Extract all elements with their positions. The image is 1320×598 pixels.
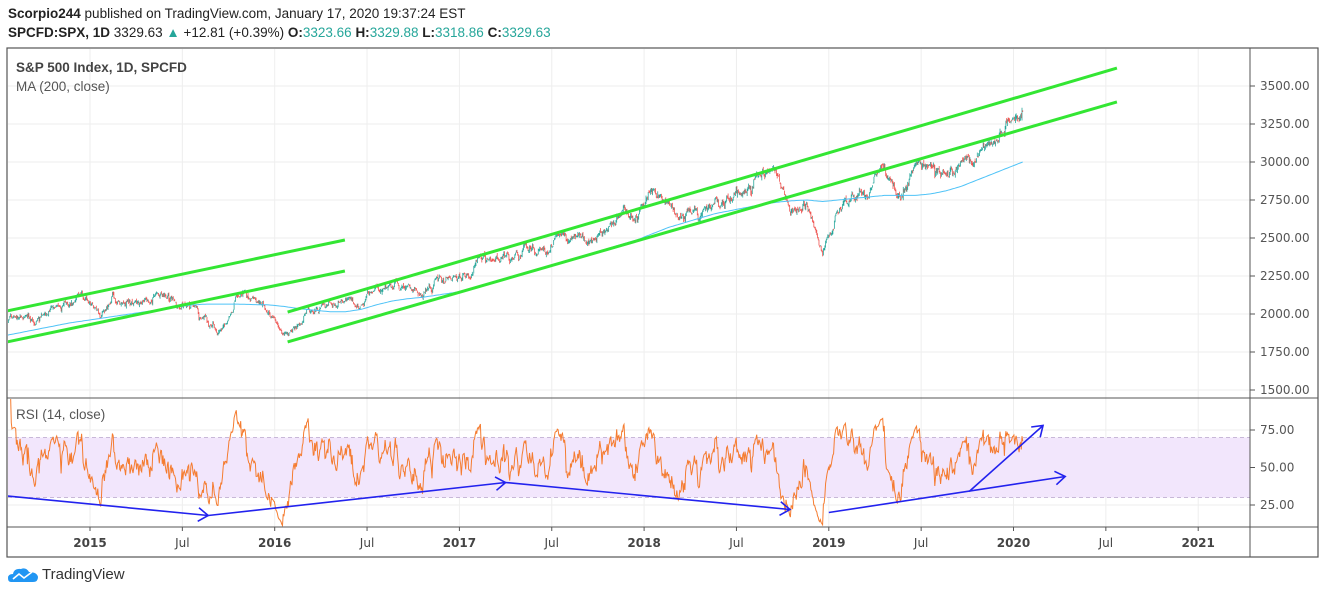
high-label: H:: [355, 25, 370, 40]
time-tick-label: Jul: [174, 536, 189, 550]
rsi-axis[interactable]: 75.00 50.00 25.00: [1250, 423, 1294, 512]
symbol-legend: SPCFD:SPX, 1D 3329.63 ▲ +12.81 (+0.39%) …: [8, 25, 551, 40]
arrow-head-icon: [779, 501, 792, 517]
high-value: 3329.88: [369, 25, 419, 40]
price-tick-label: 3250.00: [1260, 117, 1310, 131]
price-tick-label: 3000.00: [1260, 155, 1310, 169]
close-value: 3329.63: [501, 25, 551, 40]
up-triangle-icon: ▲: [166, 25, 180, 40]
time-tick-label: Jul: [1098, 536, 1113, 550]
time-tick-label: Jul: [728, 536, 743, 550]
time-tick-label: 2021: [1181, 536, 1214, 550]
symbol-name: SPCFD:SPX, 1D: [8, 25, 111, 40]
rsi-arrow-line[interactable]: [828, 475, 1066, 514]
price-change: +12.81 (+0.39%): [183, 25, 285, 40]
chart-frame: [6, 47, 1319, 558]
time-tick-label: Jul: [913, 536, 928, 550]
publish-info: Scorpio244 published on TradingView.com,…: [8, 6, 466, 21]
rsi-line: [10, 399, 1024, 527]
price-tick-label: 1500.00: [1260, 383, 1310, 397]
rsi-tick-label: 50.00: [1260, 461, 1294, 475]
open-label: O:: [287, 25, 303, 40]
price-axis[interactable]: 3500.00 3250.00 3000.00 2750.00 2500.00 2250.…: [1250, 79, 1310, 397]
rsi-legend: RSI (14, close): [16, 407, 105, 422]
close-label: C:: [487, 25, 502, 40]
published-text: published on TradingView.com, January 17…: [84, 6, 466, 21]
rsi-arrow-line[interactable]: [505, 481, 791, 511]
rsi-arrow-line[interactable]: [7, 495, 209, 517]
trend-line[interactable]: [287, 100, 1118, 344]
price-tick-label: 3500.00: [1260, 79, 1310, 93]
time-tick-label: 2015: [73, 536, 106, 550]
price-tick-label: 2500.00: [1260, 231, 1310, 245]
chart-title: S&P 500 Index, 1D, SPCFD: [16, 60, 187, 75]
low-label: L:: [422, 25, 436, 40]
trend-lines[interactable]: [7, 66, 1118, 344]
time-tick-label: Jul: [359, 536, 374, 550]
open-value: 3323.66: [302, 25, 352, 40]
author-name[interactable]: Scorpio244: [8, 6, 81, 21]
tradingview-logo[interactable]: TradingView: [8, 566, 125, 583]
tradingview-brand: TradingView: [42, 566, 125, 583]
ma-legend: MA (200, close): [16, 79, 110, 94]
price-tick-label: 2250.00: [1260, 269, 1310, 283]
time-axis[interactable]: 2015 Jul 2016 Jul 2017 Jul 2018 Jul 2019 Jul 2020 J…: [73, 527, 1215, 550]
price-tick-label: 2750.00: [1260, 193, 1310, 207]
arrow-head-icon: [1031, 424, 1045, 438]
time-tick-label: 2016: [258, 536, 291, 550]
rsi-arrows[interactable]: [7, 424, 1067, 523]
trend-line[interactable]: [7, 238, 346, 313]
price-tick-label: 2000.00: [1260, 307, 1310, 321]
low-value: 3318.86: [435, 25, 484, 40]
trend-line[interactable]: [287, 66, 1118, 314]
time-tick-label: 2018: [627, 536, 660, 550]
rsi-arrow-line[interactable]: [208, 481, 506, 517]
rsi-tick-label: 25.00: [1260, 498, 1294, 512]
time-tick-label: 2020: [997, 536, 1030, 550]
tradingview-cloud-icon: [8, 567, 38, 582]
rsi-tick-label: 75.00: [1260, 423, 1294, 437]
rsi-arrow-line[interactable]: [968, 424, 1044, 493]
arrow-head-icon: [1054, 470, 1067, 486]
time-tick-label: 2019: [812, 536, 845, 550]
last-price: 3329.63: [113, 25, 163, 40]
price-tick-label: 1750.00: [1260, 345, 1310, 359]
trend-line[interactable]: [7, 269, 346, 344]
time-tick-label: Jul: [544, 536, 559, 550]
time-tick-label: 2017: [443, 536, 476, 550]
